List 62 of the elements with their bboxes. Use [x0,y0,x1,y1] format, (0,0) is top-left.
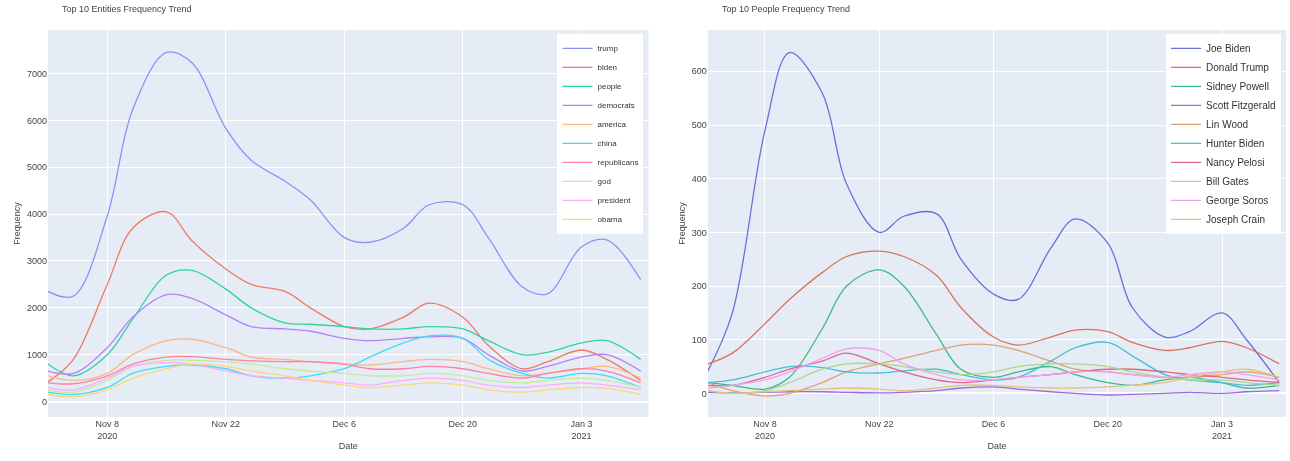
legend-label: Donald Trump [1206,62,1270,74]
legend-label: god [597,177,611,187]
legend-label: china [597,139,618,149]
chart-title: Top 10 Entities Frequency Trend [62,4,192,14]
x-tick-label: Nov 22 [211,419,241,429]
x-tick-label: Dec 20 [1093,419,1123,429]
y-tick-label: 7000 [26,68,47,79]
y-tick-label: 400 [691,173,707,184]
line-series [707,368,1280,395]
legend-label: Sidney Powell [1206,81,1269,93]
x-tick-label: Dec 6 [981,419,1006,429]
legend-label: obama [597,215,623,225]
x-tick-label: Jan 3 2021 [1211,419,1234,441]
legend-label: Bill Gates [1206,176,1249,188]
legend-label: Nancy Pelosi [1206,157,1265,169]
x-tick-label: Jan 3 2021 [570,419,593,441]
x-tick-label: Nov 22 [864,419,894,429]
line-series [707,386,1280,396]
legend-label: democrats [597,101,635,111]
y-tick-label: 2000 [26,302,47,313]
legend-label: George Soros [1206,195,1269,207]
legend-label: america [597,120,627,130]
legend-label: republicans [597,158,639,168]
y-tick-label: 4000 [26,209,47,220]
y-axis-title: Frequency [677,201,688,245]
line-series [707,250,1280,365]
y-tick-label: 5000 [26,162,47,173]
line-series [48,211,642,383]
legend-label: Joseph Crain [1206,214,1265,226]
x-tick-label: Nov 8 2020 [753,419,777,441]
line-series [48,355,642,385]
legend-label: Joe Biden [1206,43,1251,55]
line-series [48,334,642,396]
legend-label: president [597,196,632,206]
y-tick-label: 200 [691,281,707,292]
legend-label: Scott Fitzgerald [1206,100,1276,112]
x-axis-title: Date [987,440,1007,451]
y-tick-label: 300 [691,227,707,238]
x-axis-title: Date [338,440,358,451]
y-tick-label: 0 [701,388,707,399]
legend-label: trump [597,44,619,54]
x-tick-label: Dec 20 [448,419,478,429]
y-tick-label: 1000 [26,349,47,360]
y-tick-label: 6000 [26,115,47,126]
y-tick-label: 500 [691,120,707,131]
y-tick-label: 100 [691,334,707,345]
y-tick-label: 0 [41,396,47,407]
legend-label: people [597,82,623,92]
line-series [707,341,1280,386]
line-series [707,51,1280,384]
line-series [48,338,642,382]
line-series [48,269,642,377]
line-series [48,293,642,375]
x-tick-label: Nov 8 2020 [95,419,120,441]
x-tick-label: Dec 6 [332,419,357,429]
y-axis-title: Frequency [12,201,23,245]
chart-title: Top 10 People Frequency Trend [722,4,851,14]
legend-label: Hunter Biden [1206,138,1265,150]
y-tick-label: 3000 [26,256,47,267]
legend-label: biden [597,63,618,73]
legend-label: Lin Wood [1206,119,1249,131]
y-tick-label: 600 [691,66,707,77]
